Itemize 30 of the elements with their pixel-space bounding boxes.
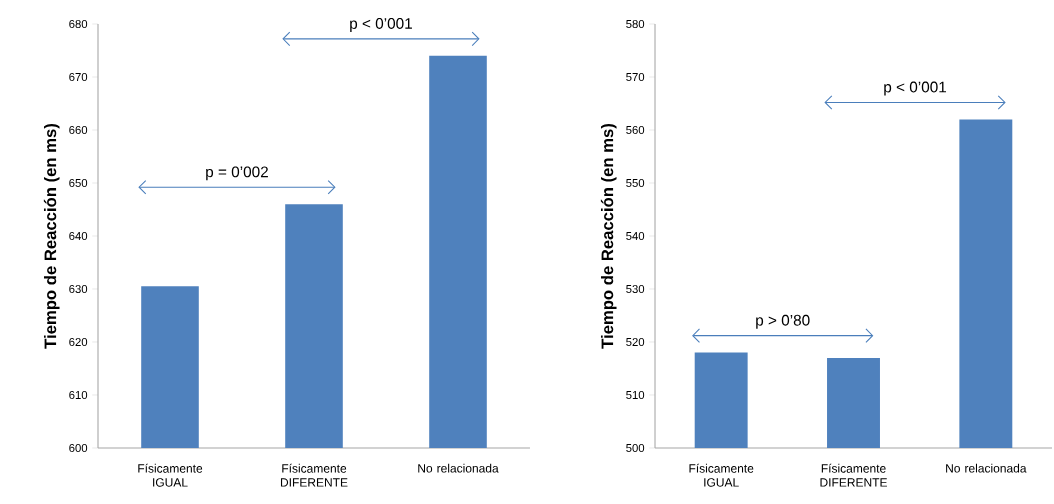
x-tick-label: No relacionada [946, 463, 1027, 473]
annotation: p < 0’001 [350, 18, 412, 32]
annotation: p < 0’001 [884, 81, 947, 96]
x-tick-label: Físicamente DIFERENTE [820, 463, 887, 487]
y-tick-label: 680 [69, 20, 88, 29]
y-tick-label: 610 [69, 391, 88, 400]
y-tick-label: 580 [626, 20, 645, 29]
y-tick-label: 530 [626, 285, 645, 294]
y-tick-label: 600 [69, 444, 88, 452]
y-axis-title: Tiempo de Reacción (en ms) [600, 124, 617, 349]
y-tick-label: 500 [626, 444, 645, 452]
annotation: p = 0’002 [206, 166, 268, 181]
y-tick-label: 620 [69, 338, 88, 347]
y-tick-label: 660 [69, 126, 88, 135]
y-tick-label: 570 [626, 73, 645, 82]
x-tick-label: Físicamente IGUAL [689, 463, 754, 487]
x-tick-label: No relacionada [418, 463, 499, 473]
x-tick-label: Físicamente IGUAL [138, 463, 203, 487]
y-axis-title: Tiempo de Reacción (en ms) [43, 124, 60, 349]
y-tick-label: 650 [69, 179, 88, 188]
y-tick-label: 510 [626, 391, 645, 400]
y-tick-label: 670 [69, 73, 88, 82]
annotation: p > 0’80 [756, 314, 810, 329]
y-tick-label: 550 [626, 179, 645, 188]
y-tick-label: 560 [626, 126, 645, 135]
x-tick-label: Físicamente DIFERENTE [280, 463, 348, 487]
y-tick-label: 640 [69, 232, 88, 241]
y-tick-label: 520 [626, 338, 645, 347]
y-tick-label: 630 [69, 285, 88, 294]
y-tick-label: 540 [626, 232, 645, 241]
